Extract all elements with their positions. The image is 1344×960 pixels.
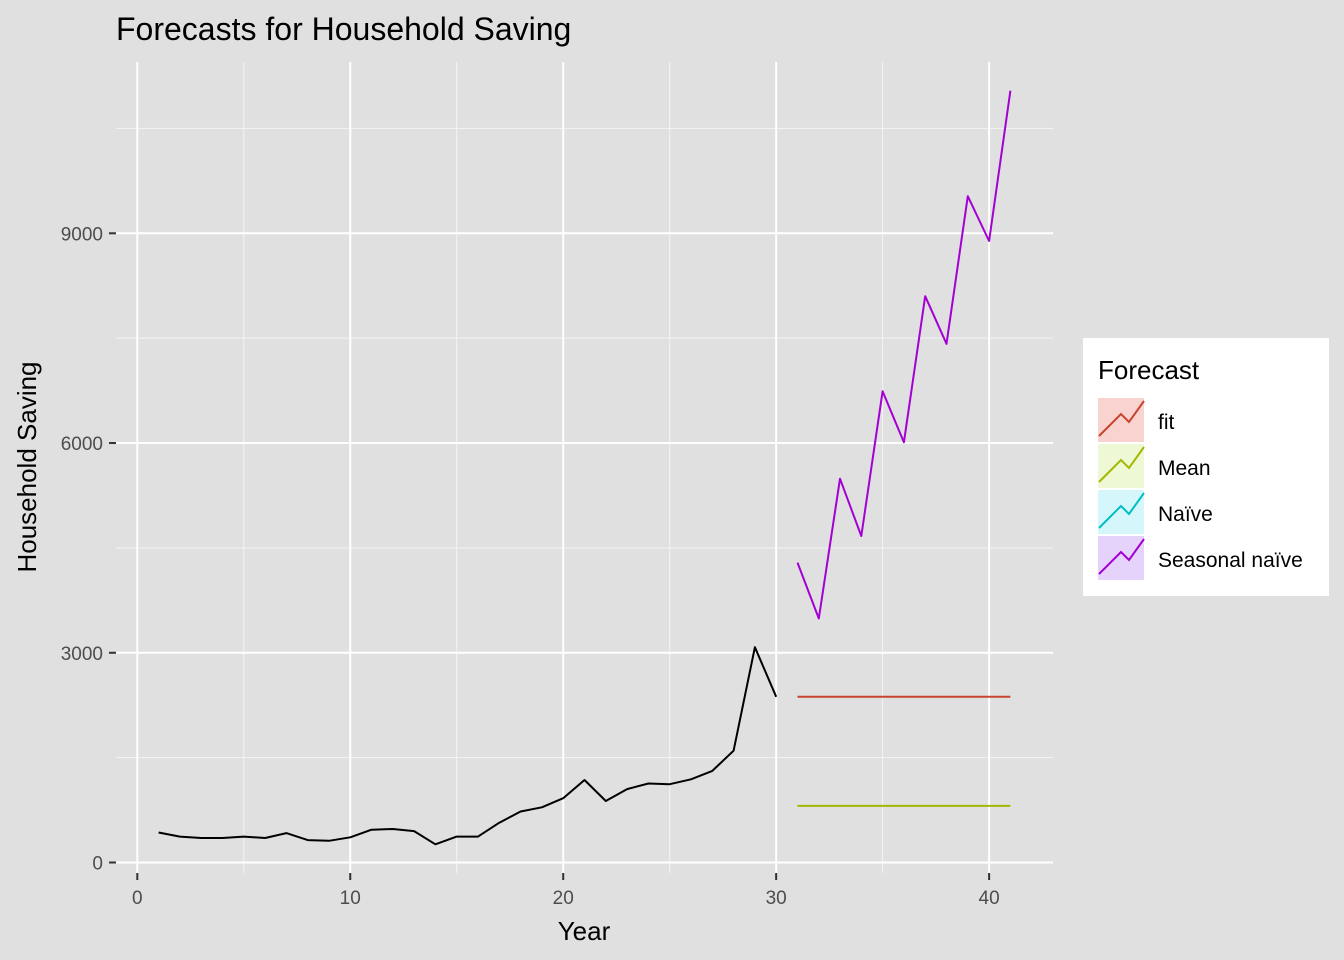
y-axis-title: Household Saving [12,361,42,572]
legend-key-line-fit [1098,400,1145,437]
series-line-seasonal-na-ve [796,90,1012,620]
legend-key-fit [1098,398,1144,442]
x-tick-label: 40 [979,888,1000,909]
legend-item-fit: fit [1098,398,1175,442]
legend-items: fit Mean Naïve Seasonal naïve [1098,398,1303,580]
legend-key-seasonal-na-ve [1098,536,1144,580]
grid-major [116,62,1053,873]
plot-panel [116,62,1053,873]
y-tick-label: 6000 [61,434,103,455]
legend-key-line-seasonal-na-ve [1098,538,1145,575]
legend-label-mean: Mean [1158,457,1211,480]
y-tick-label: 3000 [61,644,103,665]
legend-key-line-mean [1098,446,1145,483]
x-tick-label: 10 [340,888,361,909]
legend-item-na-ve: Naïve [1098,490,1213,534]
legend-item-mean: Mean [1098,444,1211,488]
legend-key-line-na-ve [1098,492,1145,529]
grid-minor [116,62,1053,873]
y-tick-label: 9000 [61,224,103,245]
legend-label-seasonal-na-ve: Seasonal naïve [1158,549,1303,572]
history-line [158,646,778,846]
legend-label-na-ve: Naïve [1158,503,1213,526]
series-layer [158,90,1012,846]
x-tick-label: 0 [132,888,143,909]
x-tick-label: 30 [766,888,787,909]
legend-title: Forecast [1098,355,1200,385]
chart-title: Forecasts for Household Saving [116,11,571,47]
legend-item-seasonal-na-ve: Seasonal naïve [1098,536,1303,580]
legend-label-fit: fit [1158,411,1175,434]
x-axis-title: Year [558,916,611,946]
legend-key-mean [1098,444,1144,488]
legend: Forecast fit Mean Naïve Seasonal naïve [1083,338,1329,596]
y-axis: 0 3000 6000 9000 [61,224,116,875]
x-tick-label: 20 [553,888,574,909]
y-tick-label: 0 [92,854,103,875]
x-axis: 0 10 20 30 40 [132,873,1000,909]
legend-key-na-ve [1098,490,1144,534]
